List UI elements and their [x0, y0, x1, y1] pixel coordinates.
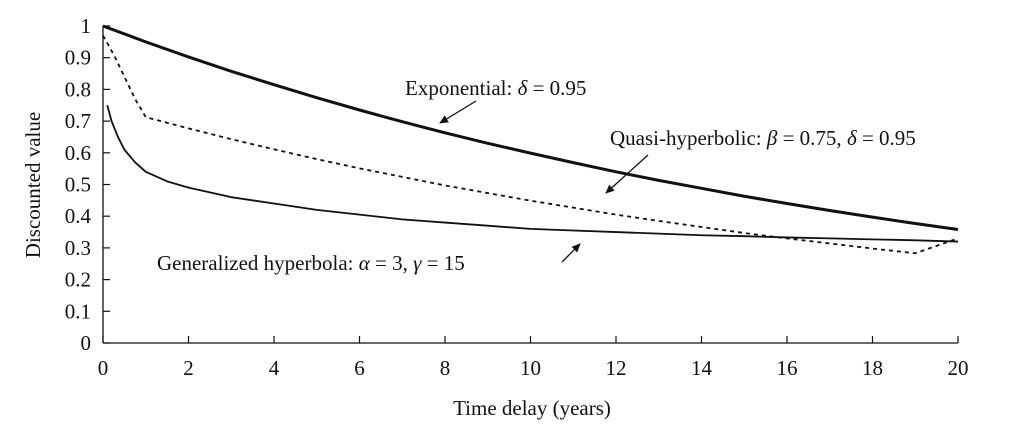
annotations: Exponential: δ = 0.95 Quasi-hyperbolic: …	[157, 76, 916, 275]
annotation-exp-symbol: δ	[518, 76, 529, 100]
annotation-generalized-hyperbola: Generalized hyperbola: α = 3, γ = 15	[157, 251, 465, 275]
x-tick-label: 8	[440, 356, 451, 380]
y-tick-label: 0.9	[65, 46, 91, 70]
annotation-exponential: Exponential: δ = 0.95	[405, 76, 586, 100]
x-tick-label: 6	[354, 356, 365, 380]
annotation-gen-middle: = 3,	[370, 251, 413, 275]
x-tick-label: 10	[520, 356, 541, 380]
annotation-gen-symbol2: γ	[413, 251, 422, 275]
annotation-quasi-symbol2: δ	[847, 126, 858, 150]
x-tick-label: 20	[948, 356, 969, 380]
x-tick-label: 16	[777, 356, 798, 380]
series-line-exponential	[102, 24, 959, 231]
annotation-gen-prefix: Generalized hyperbola:	[157, 251, 359, 275]
annotation-quasi-hyperbolic: Quasi-hyperbolic: β = 0.75, δ = 0.95	[610, 126, 916, 150]
annotation-quasi-middle: = 0.75,	[777, 126, 847, 150]
annotation-gen-suffix: = 15	[421, 251, 464, 275]
series-layer	[102, 24, 959, 255]
annotation-quasi-prefix: Quasi-hyperbolic:	[610, 126, 767, 150]
x-tick-label: 2	[183, 356, 194, 380]
y-ticks: 0 0.1 0.2 0.3 0.4 0.5 0.6 0.7 0.8 0.9 1	[65, 14, 110, 355]
y-tick-label: 0.1	[65, 299, 91, 323]
annotation-quasi-symbol: β	[766, 126, 778, 150]
arrow-quasi-hyperbolic	[605, 154, 649, 194]
annotation-gen-symbol: α	[359, 251, 371, 275]
annotation-exp-suffix: = 0.95	[527, 76, 586, 100]
arrow-exponential	[439, 100, 477, 124]
y-tick-label: 0	[81, 331, 92, 355]
series-line-generalized-hyperbola	[106, 105, 959, 243]
y-tick-label: 0.8	[65, 77, 91, 101]
arrow-generalized-hyperbola	[561, 243, 581, 263]
annotation-quasi-suffix: = 0.95	[857, 126, 916, 150]
x-tick-label: 14	[691, 356, 713, 380]
y-tick-label: 0.5	[65, 173, 91, 197]
y-tick-label: 0.2	[65, 268, 91, 292]
x-tick-label: 18	[862, 356, 883, 380]
x-axis-title: Time delay (years)	[453, 396, 611, 420]
series-line-quasi-hyperbolic	[102, 35, 959, 255]
x-tick-label: 12	[606, 356, 627, 380]
x-ticks: 0 2 4 6 8 10 12 14 16 18 20	[98, 336, 969, 380]
y-axis-title: Discounted value	[21, 112, 45, 258]
x-tick-label: 0	[98, 356, 109, 380]
y-tick-label: 0.7	[65, 109, 91, 133]
annotation-exp-prefix: Exponential:	[405, 76, 518, 100]
y-tick-label: 0.6	[65, 141, 91, 165]
y-tick-label: 0.3	[65, 236, 91, 260]
x-tick-label: 4	[269, 356, 280, 380]
plot-axes	[102, 26, 958, 344]
y-tick-label: 1	[81, 14, 92, 38]
y-tick-label: 0.4	[65, 204, 92, 228]
